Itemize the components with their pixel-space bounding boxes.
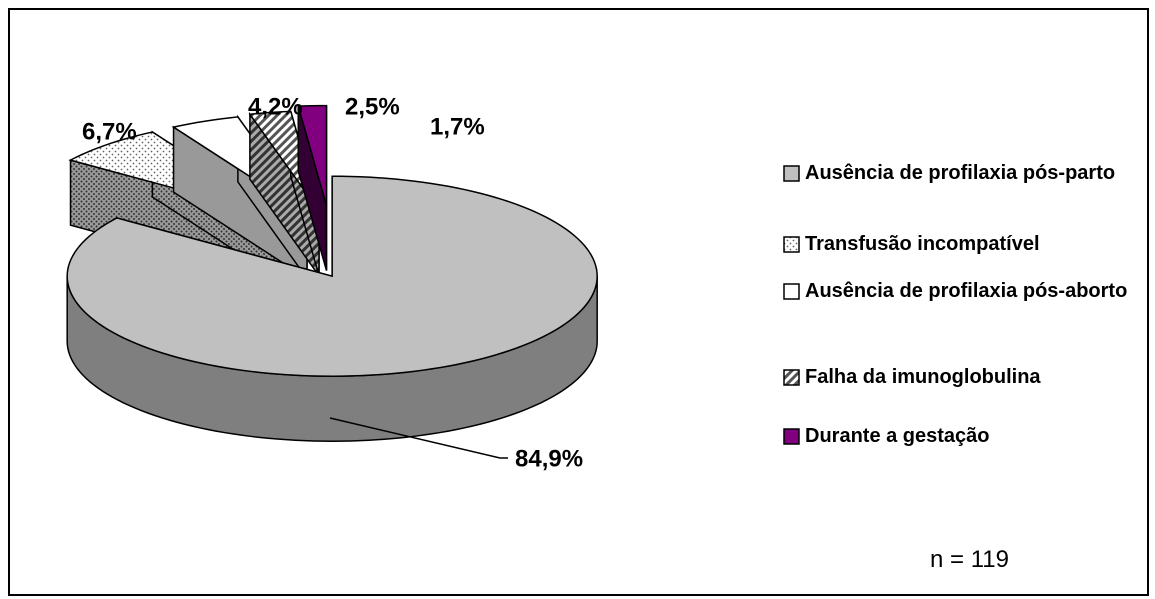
pie-slice [66, 175, 598, 442]
legend-swatch [783, 165, 800, 182]
legend-label: Ausência de profilaxia pós-aborto [805, 280, 1128, 302]
chart-border [8, 8, 1149, 596]
annotation: n = 119 [930, 546, 1009, 573]
legend-item: Ausência de profilaxia pós-parto [783, 160, 1145, 186]
legend-label: Ausência de profilaxia pós-parto [805, 162, 1116, 184]
swatch-rect [783, 236, 800, 253]
swatch-rect [783, 283, 800, 300]
legend-swatch [783, 369, 800, 386]
swatch-rect [783, 428, 800, 445]
swatch-rect [783, 165, 800, 182]
data-label: 84,9% [515, 445, 583, 472]
data-label: 6,7% [82, 118, 137, 145]
legend-swatch [783, 236, 800, 253]
legend-swatch [783, 428, 800, 445]
slice-top [297, 104, 328, 206]
slice-top [66, 175, 598, 377]
pie-slice [297, 104, 328, 271]
leader-line [329, 417, 508, 459]
swatch-rect [783, 369, 800, 386]
legend-label: Falha da imunoglobulina [805, 366, 1041, 388]
data-label: 2,5% [345, 93, 400, 120]
legend-item: Falha da imunoglobulina [783, 364, 1145, 390]
legend-swatch [783, 283, 800, 300]
legend-item: Ausência de profilaxia pós-aborto [783, 278, 1145, 304]
data-label: 1,7% [430, 113, 485, 140]
legend-label: Transfusão incompatível [805, 233, 1040, 255]
legend-label: Durante a gestação [805, 425, 990, 447]
data-label: 4,2% [248, 93, 303, 120]
legend-item: Durante a gestação [783, 423, 1145, 449]
legend-item: Transfusão incompatível [783, 231, 1145, 257]
